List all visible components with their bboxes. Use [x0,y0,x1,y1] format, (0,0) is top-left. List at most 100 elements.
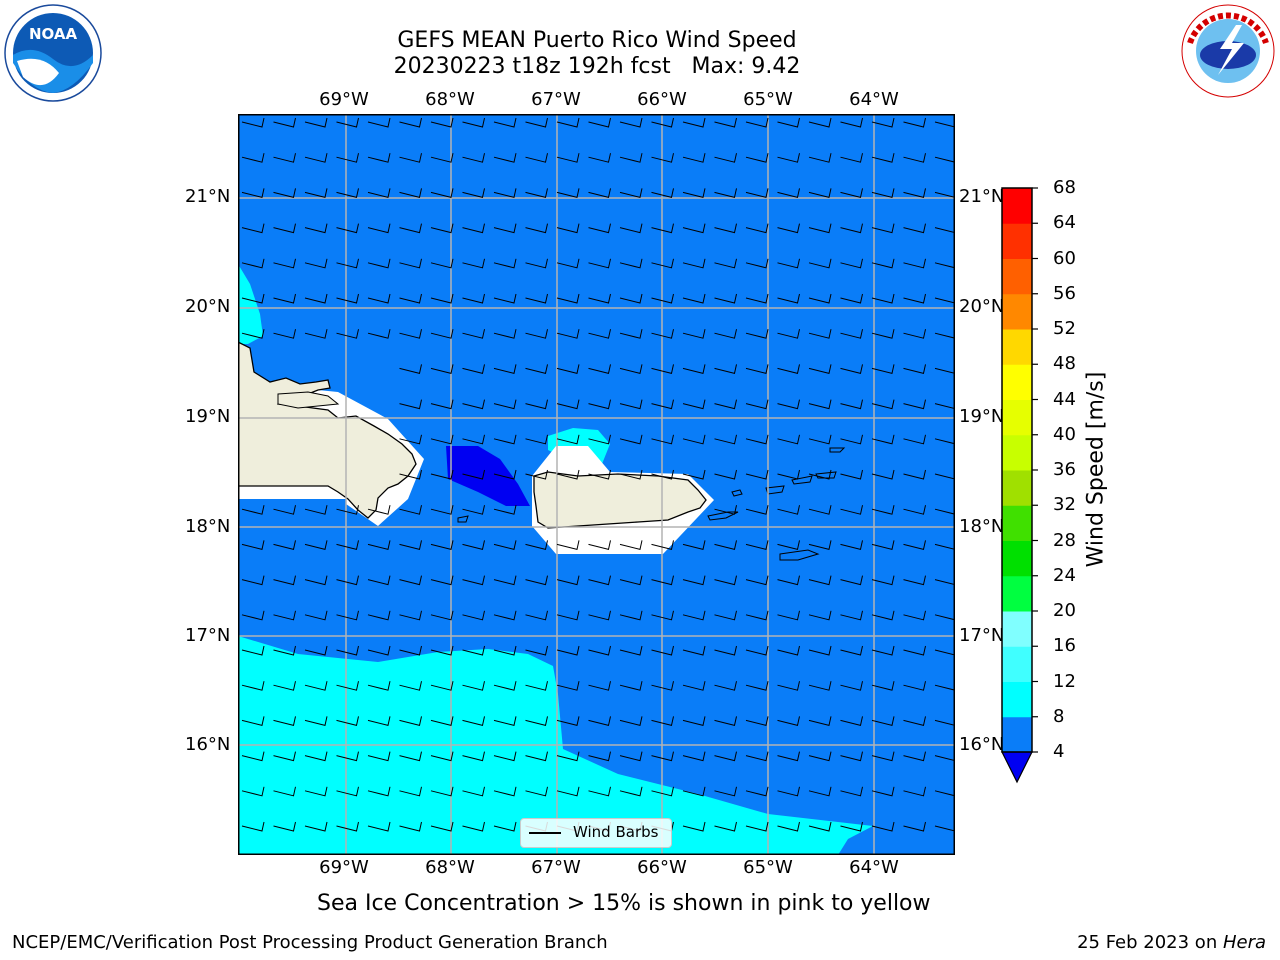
wind-barb [525,364,548,375]
wind-barb [336,786,359,797]
wind-barb [241,505,265,515]
wind-barb [714,716,737,727]
wind-barb [336,610,359,621]
wind-barb [871,645,895,656]
wind-barb [651,716,674,727]
wind-barb [399,434,422,445]
wind-barb [871,399,895,410]
sea-ice-note: Sea Ice Concentration > 15% is shown in … [317,891,931,916]
wind-barb [462,751,485,762]
wind-barb [241,751,265,762]
wind-barb [871,329,895,339]
wind-barb [430,786,454,797]
map-frame [238,114,955,855]
wind-barb [651,293,674,304]
wind-barb [525,329,548,339]
wind-barb [493,786,517,797]
wind-barb [430,188,454,199]
wind-barb [871,153,895,163]
wind-barb [840,188,863,199]
wind-barb [556,153,580,163]
footer-machine: Hera [1222,932,1266,953]
wind-barb [651,117,674,128]
wind-barb [493,434,517,445]
wind-barb [304,610,328,621]
wind-barb [304,681,328,691]
wind-barb [840,505,863,515]
footer-date-text: 25 Feb 2023 on [1077,932,1223,953]
wind-barb [777,223,800,234]
wind-barb [777,645,800,656]
wind-barb [399,364,422,375]
colorbar-tick-label: 52 [1053,318,1076,339]
wind-barb [903,434,926,445]
wind-barb [462,681,485,691]
wind-barb [934,191,954,198]
wind-barb [777,786,800,797]
wind-barb [367,751,391,762]
wind-barb [903,681,926,691]
wind-barb [714,364,737,375]
wind-barb [651,223,674,234]
wind-barb [714,434,737,445]
wind-barb [304,293,328,304]
wind-barb [588,645,611,656]
wind-barb [525,575,548,586]
wind-barb [745,821,769,832]
lon-label-bottom-67w: 67°W [531,857,581,878]
wind-barb [903,399,926,410]
wind-barb [808,469,832,480]
wind-barb [777,329,800,339]
wind-barb [871,293,895,304]
wind-barb [808,329,832,339]
wind-barb [367,610,391,621]
wind-barb [745,751,769,762]
colorbar-segment [1002,505,1032,541]
wind-barb [745,540,769,551]
wind-barb [525,469,548,480]
wind-barb [903,610,926,621]
wind-barb [430,117,454,128]
wind-barb [682,188,706,199]
wind-barb [745,258,769,269]
wind-barb [430,821,454,832]
wind-barb [903,364,926,375]
colorbar [1001,187,1038,784]
wind-barb [304,153,328,163]
wind-barb [588,434,611,445]
wind-barb [336,293,359,304]
wind-barb [399,751,422,762]
colorbar-segment [1002,611,1032,647]
wind-barb [619,153,643,163]
wind-barb [903,188,926,199]
wind-barb [777,258,800,269]
wind-barb [336,223,359,234]
chart-title-line1: GEFS MEAN Puerto Rico Wind Speed [397,28,797,53]
wind-barb [525,258,548,269]
wind-barb [714,540,737,551]
colorbar-segment [1002,188,1032,224]
wind-map [238,114,955,855]
wind-barb [462,117,485,128]
wind-barb [304,540,328,551]
wind-barb [903,153,926,163]
wind-barb [304,751,328,762]
colorbar-segment [1002,540,1032,577]
wind-barb [714,681,737,691]
wind-barb [525,716,548,727]
wind-barb [462,399,485,410]
wind-barb [808,153,832,163]
wind-barb [934,755,954,761]
wind-barb [840,258,863,269]
st-john-island [791,475,813,485]
wind-barb [367,716,391,727]
wind-barb [336,645,359,656]
wind-barb [682,751,706,762]
wind-barb [777,716,800,727]
colorbar-segment [1002,646,1032,682]
wind-barb [871,469,895,480]
wind-barb [588,681,611,691]
lat-label-left-21n: 21°N [185,186,231,207]
wind-barb [273,293,296,304]
wind-barb [493,399,517,410]
